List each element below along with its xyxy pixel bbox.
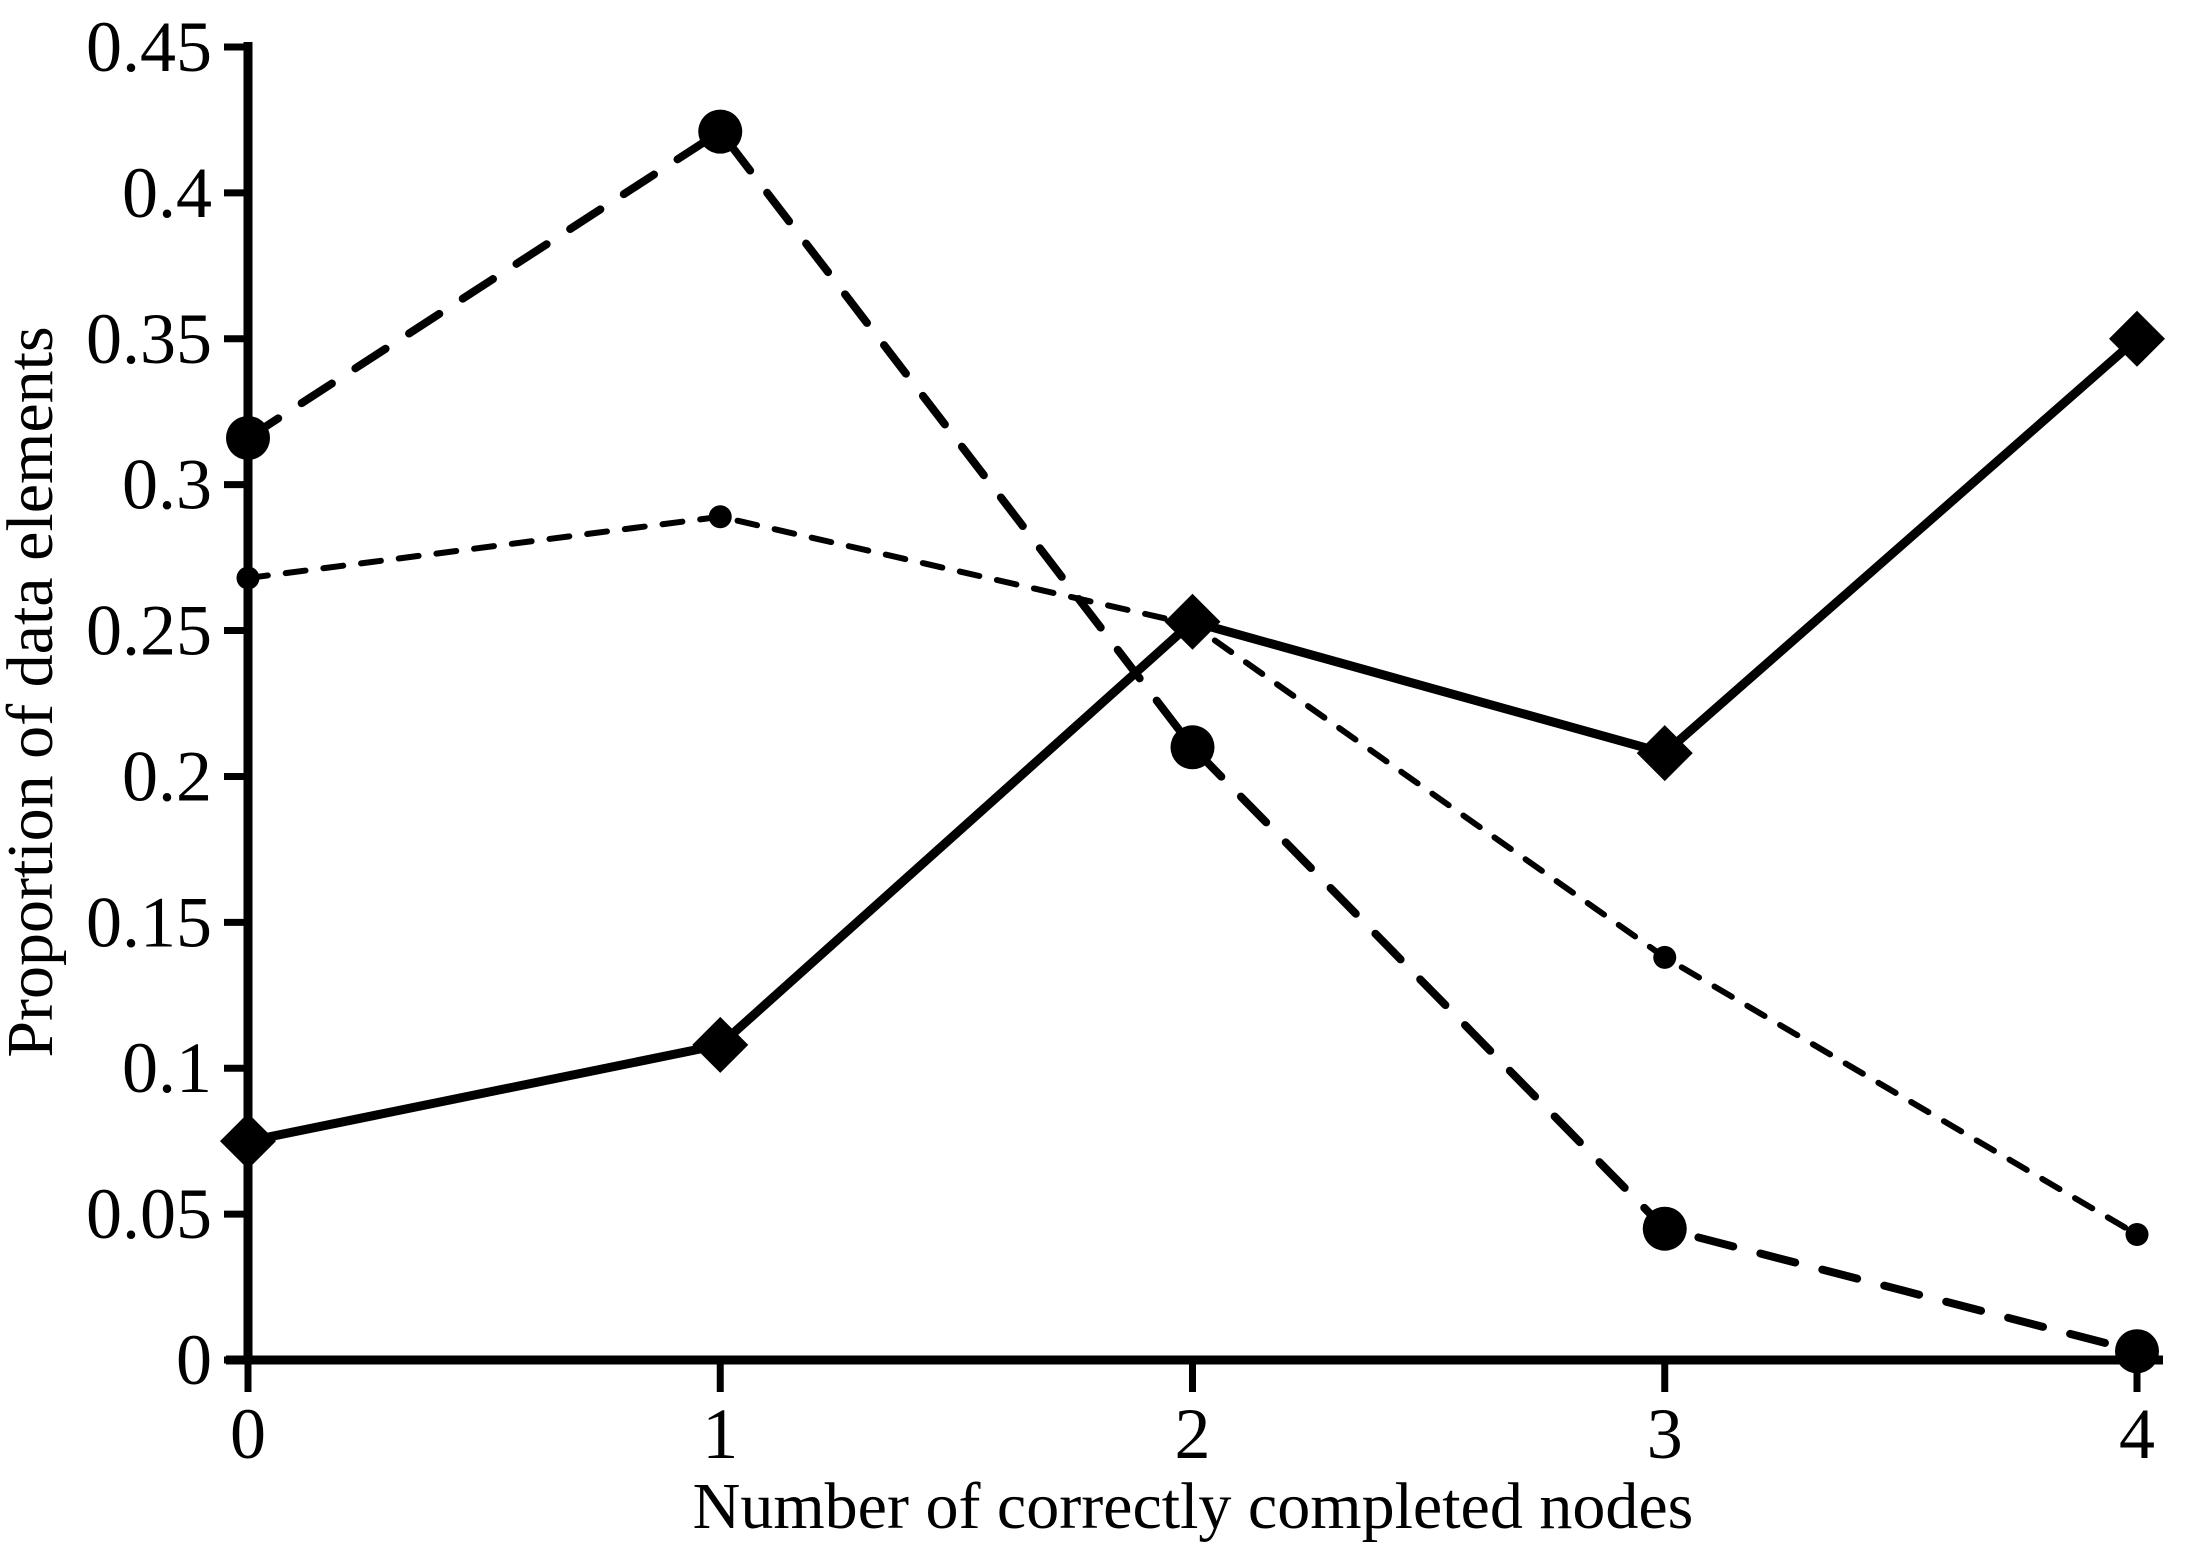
y-tick-label: 0.25 (86, 591, 212, 671)
axes (224, 42, 2163, 1392)
marker-solid-diamond (1636, 725, 1693, 782)
x-axis-title: Number of correctly completed nodes (693, 1470, 1694, 1543)
y-tick-label: 0.1 (122, 1028, 212, 1108)
marker-long-dash-circle (698, 109, 743, 154)
marker-solid-diamond (1164, 593, 1221, 650)
x-tick-label: 0 (230, 1394, 266, 1474)
y-tick-label: 0.15 (86, 882, 212, 962)
marker-solid-diamond (220, 1113, 276, 1170)
marker-short-dash-dot (236, 566, 260, 590)
marker-solid-diamond (2109, 310, 2165, 367)
x-tick-labels: 0 1 2 3 4 (230, 1394, 2155, 1474)
y-axis-title: Proportion of data elements (0, 326, 67, 1057)
marker-short-dash-dot (1653, 945, 1677, 969)
series-markers (220, 109, 2165, 1374)
marker-long-dash-circle (1170, 725, 1215, 770)
y-tick-label: 0.4 (122, 153, 212, 233)
marker-long-dash-circle (1642, 1206, 1687, 1251)
y-tick-label: 0.45 (86, 7, 212, 87)
y-tick-label: 0.05 (86, 1174, 212, 1254)
y-tick-label: 0.35 (86, 299, 212, 379)
y-tick-label: 0 (176, 1320, 212, 1400)
x-tick-label: 4 (2119, 1394, 2155, 1474)
x-tick-label: 1 (702, 1394, 738, 1474)
y-tick-labels: 0 0.05 0.1 0.15 0.2 0.25 0.3 0.35 0.4 0.45 (86, 7, 212, 1400)
marker-long-dash-circle (226, 415, 270, 460)
marker-short-dash-dot (708, 505, 732, 529)
marker-short-dash-dot (2125, 1223, 2149, 1247)
marker-solid-diamond (692, 1016, 749, 1073)
series-line-long-dash-circle (244, 126, 2141, 1356)
y-tick-label: 0.2 (122, 736, 212, 816)
y-tick-label: 0.3 (122, 445, 212, 525)
marker-long-dash-circle (2115, 1329, 2159, 1374)
x-tick-label: 2 (1175, 1394, 1211, 1474)
x-tick-label: 3 (1647, 1394, 1683, 1474)
